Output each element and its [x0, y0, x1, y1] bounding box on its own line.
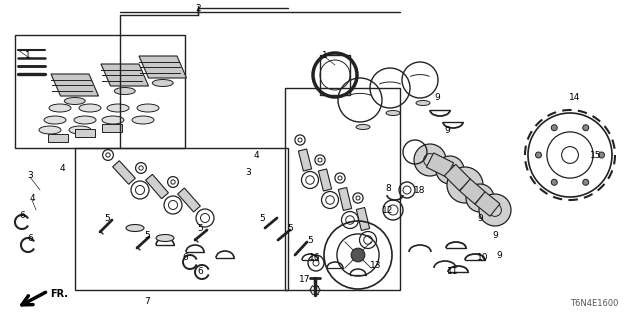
- Ellipse shape: [102, 116, 124, 124]
- Text: 6: 6: [19, 211, 25, 220]
- Ellipse shape: [64, 98, 85, 105]
- Text: 3: 3: [245, 167, 251, 177]
- Text: 16: 16: [309, 253, 321, 262]
- Polygon shape: [339, 188, 351, 211]
- Ellipse shape: [416, 100, 430, 106]
- Polygon shape: [51, 74, 99, 96]
- Text: 2: 2: [195, 4, 201, 12]
- Circle shape: [551, 125, 557, 131]
- Polygon shape: [426, 153, 454, 177]
- Polygon shape: [101, 64, 148, 86]
- Text: 14: 14: [570, 92, 580, 101]
- Polygon shape: [356, 207, 370, 230]
- Polygon shape: [475, 192, 500, 216]
- Text: T6N4E1600: T6N4E1600: [570, 299, 618, 308]
- Ellipse shape: [137, 104, 159, 112]
- Polygon shape: [460, 179, 485, 204]
- Bar: [320, 55, 350, 95]
- Circle shape: [583, 179, 589, 185]
- Text: 15: 15: [590, 150, 602, 159]
- Text: 17: 17: [300, 276, 311, 284]
- Circle shape: [479, 194, 511, 226]
- Ellipse shape: [126, 225, 144, 231]
- Text: 10: 10: [477, 253, 489, 262]
- Ellipse shape: [386, 110, 400, 116]
- Text: 4: 4: [59, 164, 65, 172]
- Ellipse shape: [115, 87, 135, 94]
- Ellipse shape: [152, 79, 173, 86]
- Text: 4: 4: [253, 150, 259, 159]
- Ellipse shape: [132, 116, 154, 124]
- Circle shape: [536, 152, 541, 158]
- Circle shape: [466, 184, 494, 212]
- Text: 12: 12: [382, 205, 394, 214]
- Polygon shape: [113, 161, 135, 184]
- Text: 5: 5: [144, 230, 150, 239]
- Polygon shape: [145, 174, 168, 199]
- Ellipse shape: [69, 126, 91, 134]
- Text: 11: 11: [447, 268, 459, 276]
- Polygon shape: [48, 134, 68, 142]
- Text: 18: 18: [414, 186, 426, 195]
- Text: 5: 5: [197, 223, 203, 233]
- Ellipse shape: [156, 235, 174, 242]
- Polygon shape: [444, 164, 470, 191]
- Ellipse shape: [79, 104, 101, 112]
- Text: 3: 3: [27, 171, 33, 180]
- Text: 9: 9: [496, 251, 502, 260]
- Circle shape: [598, 152, 605, 158]
- Text: 4: 4: [29, 194, 35, 203]
- Text: 5: 5: [259, 213, 265, 222]
- Polygon shape: [139, 56, 186, 78]
- Text: 5: 5: [307, 236, 313, 244]
- Polygon shape: [178, 188, 200, 212]
- Text: 5: 5: [287, 223, 293, 233]
- Text: 6: 6: [197, 268, 203, 276]
- Text: 9: 9: [434, 92, 440, 101]
- Ellipse shape: [107, 104, 129, 112]
- Text: 6: 6: [27, 234, 33, 243]
- Text: 9: 9: [477, 213, 483, 222]
- Ellipse shape: [356, 124, 370, 130]
- Polygon shape: [102, 124, 122, 132]
- Text: 1: 1: [25, 51, 31, 60]
- Circle shape: [351, 248, 365, 262]
- Text: 5: 5: [104, 213, 110, 222]
- Circle shape: [551, 179, 557, 185]
- Text: 13: 13: [371, 260, 381, 269]
- Ellipse shape: [49, 104, 71, 112]
- Circle shape: [414, 144, 446, 176]
- Polygon shape: [318, 169, 332, 191]
- Ellipse shape: [44, 116, 66, 124]
- Text: 8: 8: [385, 183, 391, 193]
- Text: 7: 7: [144, 298, 150, 307]
- Ellipse shape: [39, 126, 61, 134]
- Polygon shape: [298, 149, 312, 171]
- Text: 1: 1: [322, 51, 328, 60]
- Text: 6: 6: [182, 253, 188, 262]
- Ellipse shape: [74, 116, 96, 124]
- Circle shape: [447, 167, 483, 203]
- Circle shape: [436, 156, 464, 184]
- Text: 9: 9: [444, 125, 450, 134]
- Text: FR.: FR.: [50, 289, 68, 299]
- Text: 9: 9: [492, 230, 498, 239]
- Circle shape: [583, 125, 589, 131]
- Polygon shape: [75, 129, 95, 137]
